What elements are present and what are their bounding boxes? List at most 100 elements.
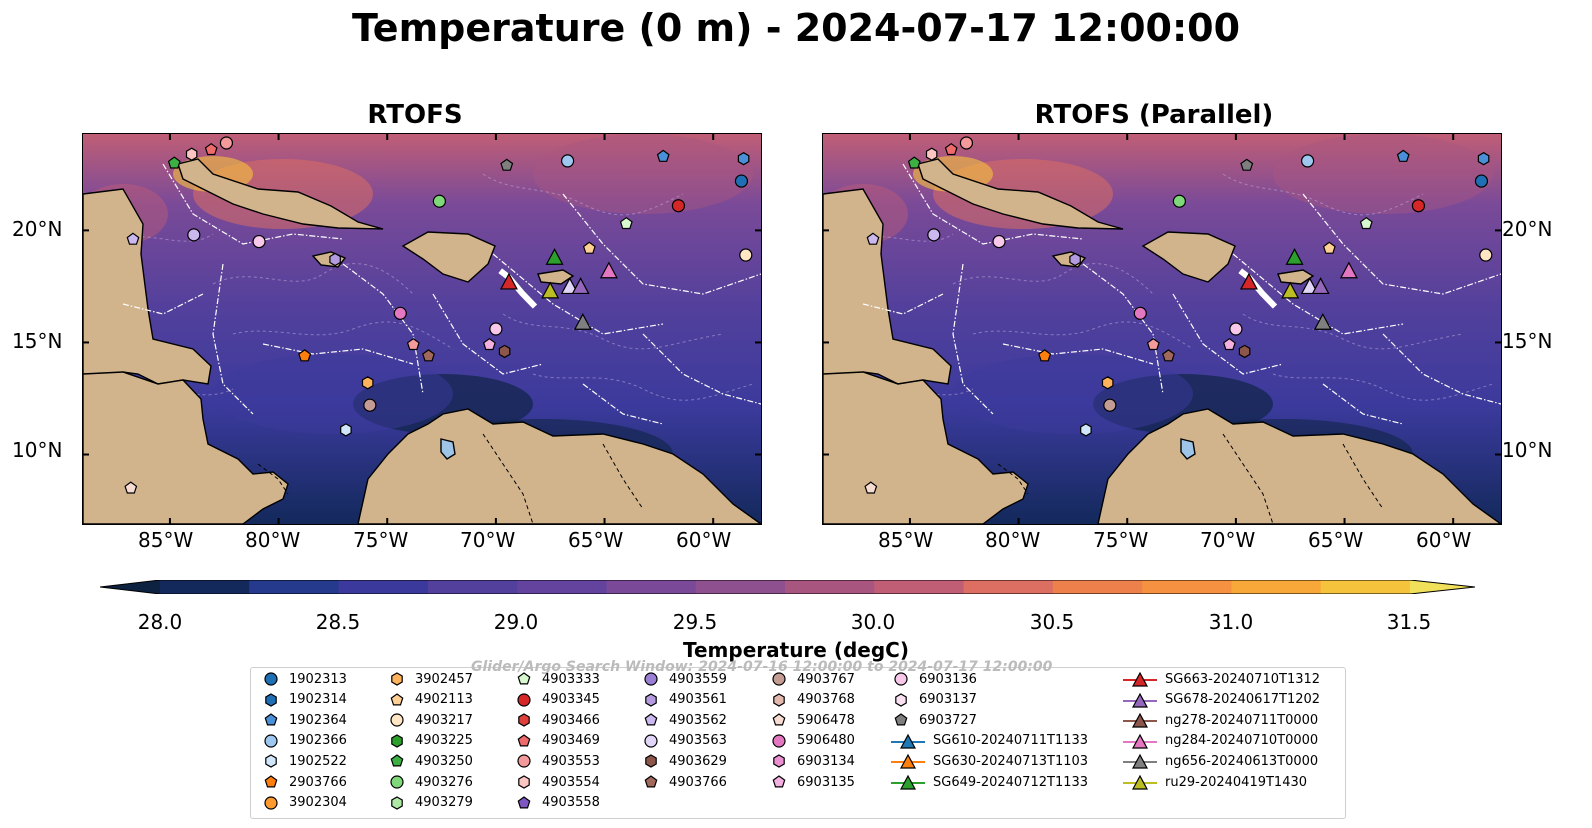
argo-float-marker [204,142,218,156]
legend-entry: ng656-20240613T0000 [1123,752,1318,770]
cuba-land [177,158,384,230]
glider-marker [573,313,592,330]
lon-tick-label: 75°W [353,528,409,552]
legend-marker-icon [391,795,403,810]
argo-float-marker [1474,174,1489,188]
legend-entry: SG649-20240712T1133 [891,773,1088,791]
legend-marker-icon [1123,692,1157,708]
platform-legend: Glider/Argo Search Window: 2024-07-16 12… [250,659,1346,819]
lat-tick-label: 10°N [12,438,63,462]
legend-label: 5906478 [797,712,855,728]
argo-float-marker [560,154,575,168]
legend-entry: 4903225 [387,732,473,750]
argo-float-marker [1479,248,1493,262]
eez-boundary [212,263,254,415]
temperature-patch [953,354,1193,434]
south-america-land [1097,408,1501,524]
argo-float-marker [363,398,377,412]
argo-float-marker [927,228,941,242]
legend-label: 4903558 [542,795,600,811]
argo-float-marker [1101,376,1114,390]
legend-label: 4903766 [669,774,727,790]
colorbar-tick-label: 31.5 [1386,610,1432,634]
argo-float-marker [126,232,140,245]
argo-float-marker [422,349,435,362]
legend-marker-icon [517,754,531,768]
legend-label: ng656-20240613T0000 [1165,753,1319,769]
glider-marker [1285,248,1304,265]
argo-float-marker [298,349,312,362]
isobath-contour [852,233,954,245]
legend-marker-icon [1123,774,1157,790]
search-window-watermark: Glider/Argo Search Window: 2024-07-16 12… [471,659,1053,675]
argo-float-marker [1300,154,1315,168]
isobath-contour [1222,173,1424,216]
argo-float-marker [167,156,181,169]
legend-entry: 2903766 [261,773,347,791]
legend-entry: 3902457 [387,670,473,688]
isobath-contour [972,321,1194,350]
legend-entry: 4903276 [387,773,473,791]
legend-label: 3902457 [415,671,473,687]
legend-label: 6903727 [919,712,977,728]
argo-float-marker [252,234,266,249]
legend-label: 4902113 [415,692,473,708]
legend-marker-icon [891,754,925,769]
glider-marker [541,281,560,299]
lon-tick-label: 80°W [985,528,1041,552]
argo-float-marker [432,194,446,208]
legend-marker-icon [517,734,531,747]
argo-float-marker [907,156,921,169]
legend-entry: 4903767 [769,670,855,688]
legend-label: 4903561 [669,692,727,708]
legend-marker-icon [1123,754,1157,769]
isobath-contour [1242,313,1464,350]
legend-entry: 1902364 [261,711,347,729]
eez-boundary [562,193,761,295]
argo-float-marker [944,142,958,156]
map-canvas [83,134,761,524]
map-panel-rtofs [82,133,762,525]
legend-label: 1902314 [289,692,347,708]
legend-entry: 6903137 [891,691,977,709]
legend-entry: 4903333 [514,670,600,688]
legend-label: 1902313 [289,671,347,687]
colorbar-segment [338,580,429,594]
map-panel-rtofs-parallel [822,133,1502,525]
argo-float-marker [489,322,503,336]
legend-entry: 4903562 [641,711,727,729]
legend-marker-icon [1123,712,1157,728]
country-border [997,463,1029,495]
legend-marker-icon [891,774,925,790]
glider-marker [1239,272,1258,290]
colorbar-segment [963,580,1054,594]
puerto-rico-land [1277,269,1315,285]
argo-float-marker [992,234,1006,249]
legend-entry: 3902304 [261,794,347,812]
panel-title-rtofs-parallel: RTOFS (Parallel) [1034,100,1274,130]
eez-boundary [582,383,664,425]
legend-entry: 5906478 [769,711,855,729]
legend-entry: 4903466 [514,711,600,729]
legend-marker-icon [264,672,278,686]
lon-tick-label: 65°W [1308,528,1364,552]
legend-label: 4903217 [415,712,473,728]
legend-entry: 4903559 [641,670,727,688]
legend-label: 4903225 [415,733,473,749]
argo-float-marker [864,481,878,494]
legend-label: SG610-20240711T1133 [933,733,1089,749]
legend-label: 1902364 [289,712,347,728]
lon-tick-label: 60°W [1416,528,1472,552]
colorbar-segment [1320,580,1411,594]
country-border [1342,443,1384,510]
legend-entry: 4903554 [514,773,600,791]
legend-entry: SG610-20240711T1133 [891,732,1088,750]
legend-entry: 6903135 [769,773,855,791]
eez-boundary [1322,383,1404,425]
legend-entry: 4903217 [387,711,473,729]
hispaniola-land [401,231,496,283]
legend-marker-icon [518,713,530,727]
legend-label: 4903767 [797,671,855,687]
colorbar-tick-label: 30.5 [1029,610,1075,634]
lat-tick-label: 10°N [1502,438,1553,462]
